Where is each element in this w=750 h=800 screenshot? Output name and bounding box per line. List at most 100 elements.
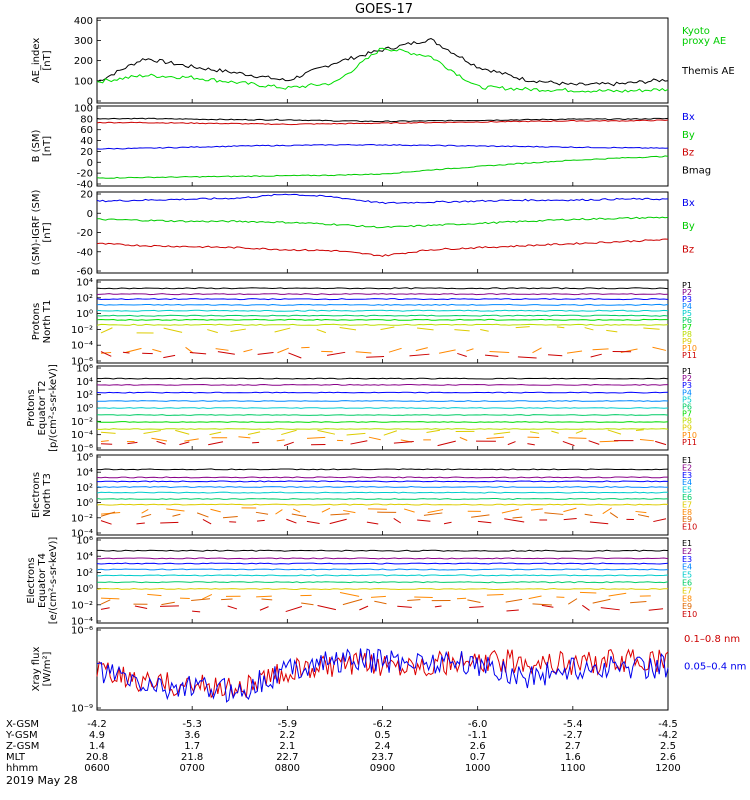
series-p9 <box>209 431 222 436</box>
legend-e10: E10 <box>682 610 697 619</box>
ephemeris-value: -5.3 <box>182 719 202 730</box>
y-tick-label: -60 <box>77 267 93 278</box>
y-tick-label: 60 <box>80 125 93 136</box>
series-p10 <box>243 348 253 353</box>
ephemeris-row-label: hhmm <box>6 763 38 774</box>
series-e7 <box>96 503 669 506</box>
series-p9 <box>584 327 594 331</box>
series-e9 <box>172 513 181 517</box>
series-e4 <box>96 485 669 489</box>
ephemeris-value: 2.6 <box>470 741 486 752</box>
series-p9 <box>100 431 116 434</box>
y-tick-label: 10⁻⁴ <box>71 430 93 441</box>
y-tick-label: 40 <box>80 136 93 147</box>
ephemeris-value: 23.7 <box>371 752 393 763</box>
series-p9 <box>575 430 583 434</box>
series-e8 <box>456 597 467 600</box>
series-e10 <box>589 521 609 525</box>
legend-p6: P6 <box>682 316 692 325</box>
y-tick-label: 100 <box>74 76 93 87</box>
series-e10 <box>192 610 201 613</box>
series-e10 <box>202 519 212 525</box>
series-p4 <box>97 400 669 402</box>
y-axis-label: North T3 <box>42 473 53 517</box>
series-p11 <box>189 351 207 355</box>
series-e10 <box>134 605 148 610</box>
series-e10 <box>100 520 112 525</box>
series-p10 <box>466 348 474 352</box>
ephemeris-value: -1.1 <box>468 730 488 741</box>
figure-title: GOES-17 <box>355 2 413 17</box>
series-e9 <box>191 598 211 601</box>
series-p1 <box>96 377 669 380</box>
series-e8 <box>635 510 647 514</box>
legend-e3: E3 <box>682 471 692 480</box>
series-p9 <box>643 327 660 330</box>
series-p11 <box>252 441 260 444</box>
series-p10 <box>124 347 142 354</box>
series-e8 <box>339 592 360 597</box>
series-e6 <box>97 581 669 584</box>
series-p11 <box>122 351 130 354</box>
series-p10 <box>568 437 587 439</box>
panel-ee: Electrons Equator T4 [e/(cm²-s-sr-keV)] 10⁶… <box>26 536 697 628</box>
series-p11 <box>127 441 138 445</box>
y-tick-label: -20 <box>77 228 93 239</box>
series-p10 <box>215 348 229 351</box>
legend-p1: P1 <box>682 367 692 376</box>
series-p9 <box>416 327 434 331</box>
y-tick-label: 10⁻⁶ <box>71 357 93 368</box>
y-tick-label: 10⁻⁴ <box>71 617 93 628</box>
series-e5 <box>96 491 669 494</box>
series-p5 <box>96 407 669 409</box>
series-p10 <box>100 440 109 443</box>
legend-e6: E6 <box>682 493 692 502</box>
series-e10 <box>600 607 620 611</box>
y-axis-label: B (SM)-IGRF (SM) <box>31 190 42 276</box>
ephemeris-value: 2.2 <box>279 730 295 741</box>
legend-p2: P2 <box>682 374 692 383</box>
y-tick-label: 200 <box>74 56 93 67</box>
y-tick-label: 0 <box>87 209 93 220</box>
legend-p5: P5 <box>682 309 692 318</box>
y-tick-label: 10² <box>76 483 93 494</box>
y-axis-label: [W/m²] <box>42 651 53 686</box>
y-axis-label: B (SM) <box>31 129 42 162</box>
y-axis-label: AE_index <box>31 38 42 84</box>
ephemeris-row-label: Y-GSM <box>5 730 38 741</box>
series-p10 <box>532 347 542 354</box>
series-e8 <box>608 592 627 597</box>
legend-p7: P7 <box>682 323 692 332</box>
series-p11 <box>217 351 235 355</box>
y-tick-label: 10⁻⁴ <box>71 529 93 540</box>
series-e10 <box>366 521 379 525</box>
series-e8 <box>321 507 331 513</box>
series-p11 <box>163 354 176 359</box>
ephemeris-row-label: Z-GSM <box>6 741 39 752</box>
series-e9 <box>544 512 564 515</box>
series-p5 <box>96 309 669 312</box>
series-p11 <box>507 441 516 446</box>
y-tick-label: -40 <box>77 180 93 191</box>
ephemeris-value: 1.4 <box>89 741 105 752</box>
series-e2 <box>97 557 669 560</box>
series-bx <box>96 143 669 150</box>
series-p9 <box>426 429 441 433</box>
series-p10 <box>238 436 251 439</box>
series-e10 <box>329 518 347 525</box>
series-p11 <box>409 353 430 357</box>
series-e4 <box>96 568 669 571</box>
series-e9 <box>100 511 116 517</box>
series-e10 <box>648 608 664 611</box>
series-themis-ae <box>96 37 669 87</box>
series-p9 <box>607 429 622 435</box>
series-e8 <box>602 507 612 515</box>
y-axis-label: Xray flux <box>31 647 42 692</box>
y-axis-label: Electrons <box>26 557 37 603</box>
series-e9 <box>505 598 523 603</box>
legend-item: Bmag <box>682 165 711 176</box>
series-0-1-0-8-nm <box>96 648 669 699</box>
series-e8 <box>166 508 185 512</box>
series-p9 <box>247 431 261 435</box>
series-e9 <box>423 512 443 516</box>
